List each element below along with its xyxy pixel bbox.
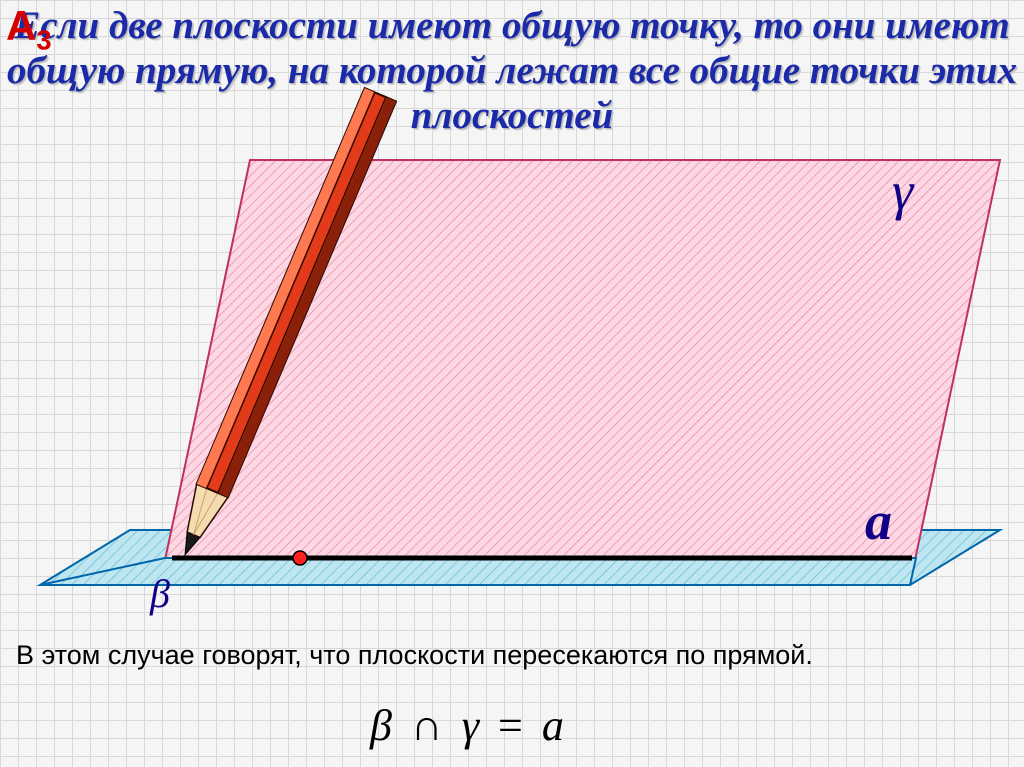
label-beta: β xyxy=(150,570,170,617)
theorem-text: Если две плоскости имеют общую точку, то… xyxy=(0,4,1024,139)
formula-gamma: γ xyxy=(462,701,483,750)
intersection-point xyxy=(293,551,307,565)
plane-beta-front xyxy=(40,558,916,585)
theorem-text-content: Если две плоскости имеют общую точку, то… xyxy=(7,4,1017,137)
axiom-label: А3 xyxy=(6,2,52,56)
label-a: a xyxy=(865,490,892,552)
formula-eq: = xyxy=(498,701,527,750)
axiom-letter: А xyxy=(6,2,36,49)
intersection-formula: β ∩ γ = a xyxy=(370,700,568,751)
label-a-text: a xyxy=(865,491,892,551)
caption-text: В этом случае говорят, что плоскости пер… xyxy=(16,640,813,670)
label-gamma: γ xyxy=(892,160,913,222)
caption: В этом случае говорят, что плоскости пер… xyxy=(16,640,1006,671)
formula-a: a xyxy=(542,701,568,750)
label-beta-text: β xyxy=(150,571,170,616)
formula-cap: ∩ xyxy=(411,701,447,750)
axiom-subscript: 3 xyxy=(36,24,51,55)
label-gamma-text: γ xyxy=(892,161,913,221)
formula-beta: β xyxy=(370,701,396,750)
